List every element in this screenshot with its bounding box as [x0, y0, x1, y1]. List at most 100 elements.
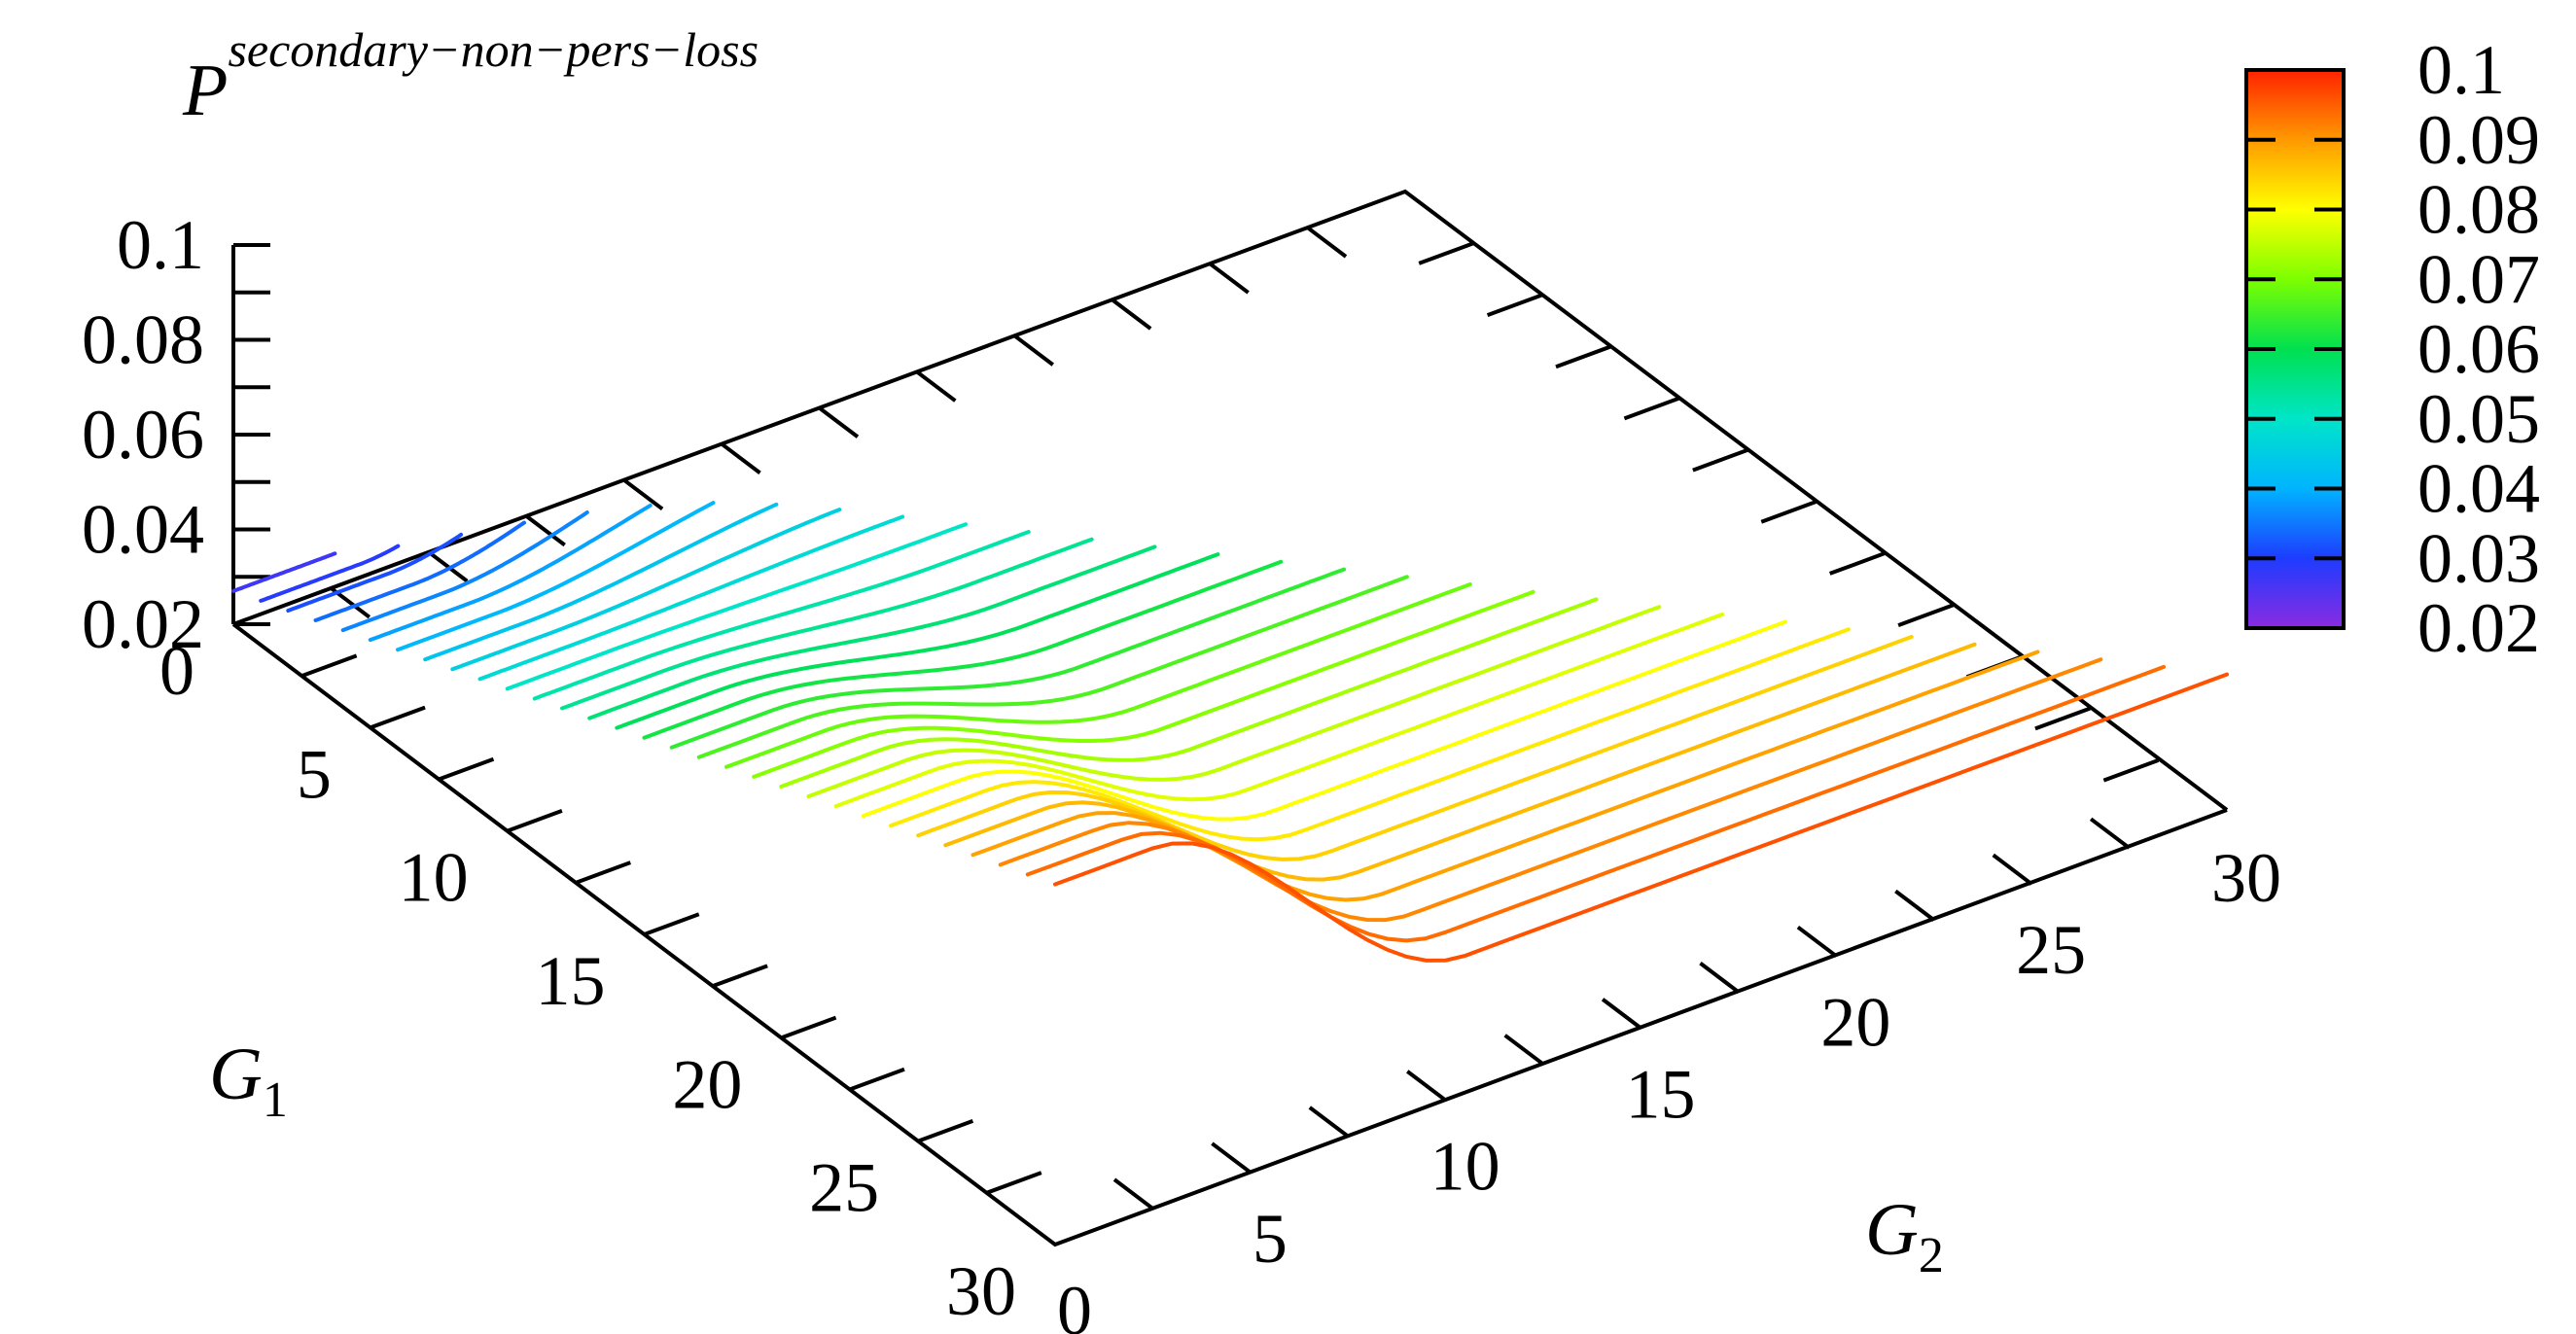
colorbar-tick-label: 0.1 [2417, 31, 2505, 109]
g1-tick-label: 20 [672, 1045, 742, 1123]
surface-curves [231, 501, 2229, 963]
z-tick-label: 0.02 [82, 585, 204, 663]
g1-axis-title: G1 [209, 1034, 288, 1128]
g2-back-tick-mark [818, 405, 860, 439]
g2-tick-mark [1112, 1177, 1154, 1211]
g2-back-tick-mark [720, 441, 761, 474]
surface-curve [1025, 664, 2167, 943]
surface-curve [532, 530, 1031, 701]
z-tick-label: 0.1 [117, 206, 204, 284]
colorbar-tick-label: 0.09 [2417, 101, 2540, 179]
g2-tick-label: 10 [1430, 1128, 1500, 1206]
g1-back-tick-mark [1418, 241, 1475, 265]
g2-tick-label: 25 [2016, 911, 2086, 989]
surface-curve [396, 501, 716, 652]
surface-curve [259, 544, 401, 603]
surface-curve [642, 559, 1284, 740]
surface-curve [313, 520, 526, 622]
surface-curve [1053, 672, 2229, 963]
z-axis-title-superscript: secondary−non−pers−loss [228, 22, 759, 77]
g1-tick-mark [643, 912, 700, 936]
g1-tick-label: 30 [946, 1252, 1016, 1330]
g2-tick-mark [1699, 962, 1741, 995]
g2-tick-mark [1503, 1034, 1545, 1067]
surface-curve [833, 612, 1725, 809]
g2-back-tick-mark [1013, 334, 1054, 367]
z-tick-label: 0.08 [82, 301, 204, 379]
surface-curve [861, 619, 1787, 822]
g2-tick-label: 15 [1626, 1056, 1696, 1134]
g1-tick-label: 25 [809, 1149, 879, 1227]
g1-back-tick-mark [1692, 447, 1748, 473]
g2-back-tick-mark [427, 550, 469, 583]
colorbar: 0.10.090.080.070.060.050.040.030.02 [2244, 31, 2540, 667]
surface-curve [560, 537, 1094, 711]
axes-frame [231, 189, 2229, 1247]
g2-tick-label: 30 [2211, 839, 2281, 917]
base-back-edges [232, 189, 2229, 812]
surface-curve [806, 605, 1662, 798]
g1-tick-label: 10 [399, 839, 469, 917]
g1-back-tick-mark [1555, 344, 1611, 369]
g1-tick-label: 5 [297, 735, 332, 813]
g1-tick-mark [712, 964, 768, 989]
g2-tick-mark [1601, 998, 1642, 1031]
surface-curve [669, 567, 1347, 750]
g1-back-tick-mark [1623, 396, 1680, 421]
g2-tick-mark [1992, 853, 2033, 886]
surface-curve [615, 552, 1220, 730]
surface-curve [779, 597, 1599, 789]
g2-axis-title: G2 [1865, 1189, 1944, 1283]
g1-back-tick-mark [1486, 293, 1543, 317]
colorbar-tick-label: 0.04 [2417, 450, 2540, 528]
g1-tick-mark [917, 1119, 974, 1143]
surface-curve [998, 657, 2103, 923]
g2-tick-mark [1796, 925, 1838, 958]
g1-tick-mark [780, 1015, 837, 1040]
surface-curve [943, 642, 1977, 882]
colorbar-tick-label: 0.03 [2417, 519, 2540, 597]
z-axis-title-main: P [182, 50, 228, 131]
g2-back-tick-mark [622, 478, 664, 511]
surface-curve [696, 575, 1409, 759]
surface-curve [340, 510, 589, 633]
g2-tick-mark [1894, 889, 1935, 922]
g2-tick-label: 20 [1820, 983, 1890, 1061]
g2-back-tick-mark [525, 514, 566, 547]
surface-curve [286, 532, 464, 613]
surface-curve [970, 649, 2040, 902]
g1-tick-label: 0 [159, 632, 194, 710]
surface-curve [587, 544, 1157, 720]
z-tick-label: 0.04 [82, 491, 204, 569]
g2-back-tick-mark [1208, 262, 1250, 295]
g2-back-tick-mark [915, 369, 957, 403]
colorbar-tick-label: 0.06 [2417, 310, 2540, 388]
g1-tick-label: 15 [536, 942, 606, 1020]
g2-tick-mark [1211, 1141, 1253, 1175]
colorbar-tick-label: 0.08 [2417, 171, 2540, 249]
surface-curve [423, 502, 779, 662]
g2-tick-mark [1308, 1106, 1350, 1139]
g1-back-tick-mark [1760, 500, 1817, 524]
colorbar-tick-label: 0.07 [2417, 240, 2540, 318]
axis-tick-labels: 0 5 10 15 20 25 30 0 5 10 15 20 25 30 0.02 0.04 0.06 0.08… [82, 206, 2281, 1334]
surface-curve [724, 582, 1472, 769]
surface-curve [889, 627, 1851, 842]
g2-tick-label: 0 [1057, 1272, 1092, 1334]
colorbar-tick-label: 0.05 [2417, 380, 2540, 458]
base-front-edges [231, 622, 2228, 1247]
g1-back-tick-mark [1897, 603, 1955, 627]
colorbar-ticks: 0.10.090.080.070.060.050.040.030.02 [2246, 31, 2540, 667]
g1-tick-mark [985, 1171, 1042, 1195]
z-tick-label: 0.06 [82, 396, 204, 474]
g1-back-tick-mark [2102, 757, 2160, 783]
g2-tick-label: 5 [1253, 1200, 1288, 1278]
g1-tick-mark [575, 860, 632, 885]
g1-tick-mark [300, 653, 358, 679]
colorbar-tick-label: 0.02 [2417, 589, 2540, 667]
g1-tick-mark [370, 705, 426, 730]
surface-curve [450, 508, 842, 672]
surface-curve [231, 551, 337, 593]
g1-tick-mark [438, 756, 495, 782]
surface-curve [477, 514, 905, 682]
